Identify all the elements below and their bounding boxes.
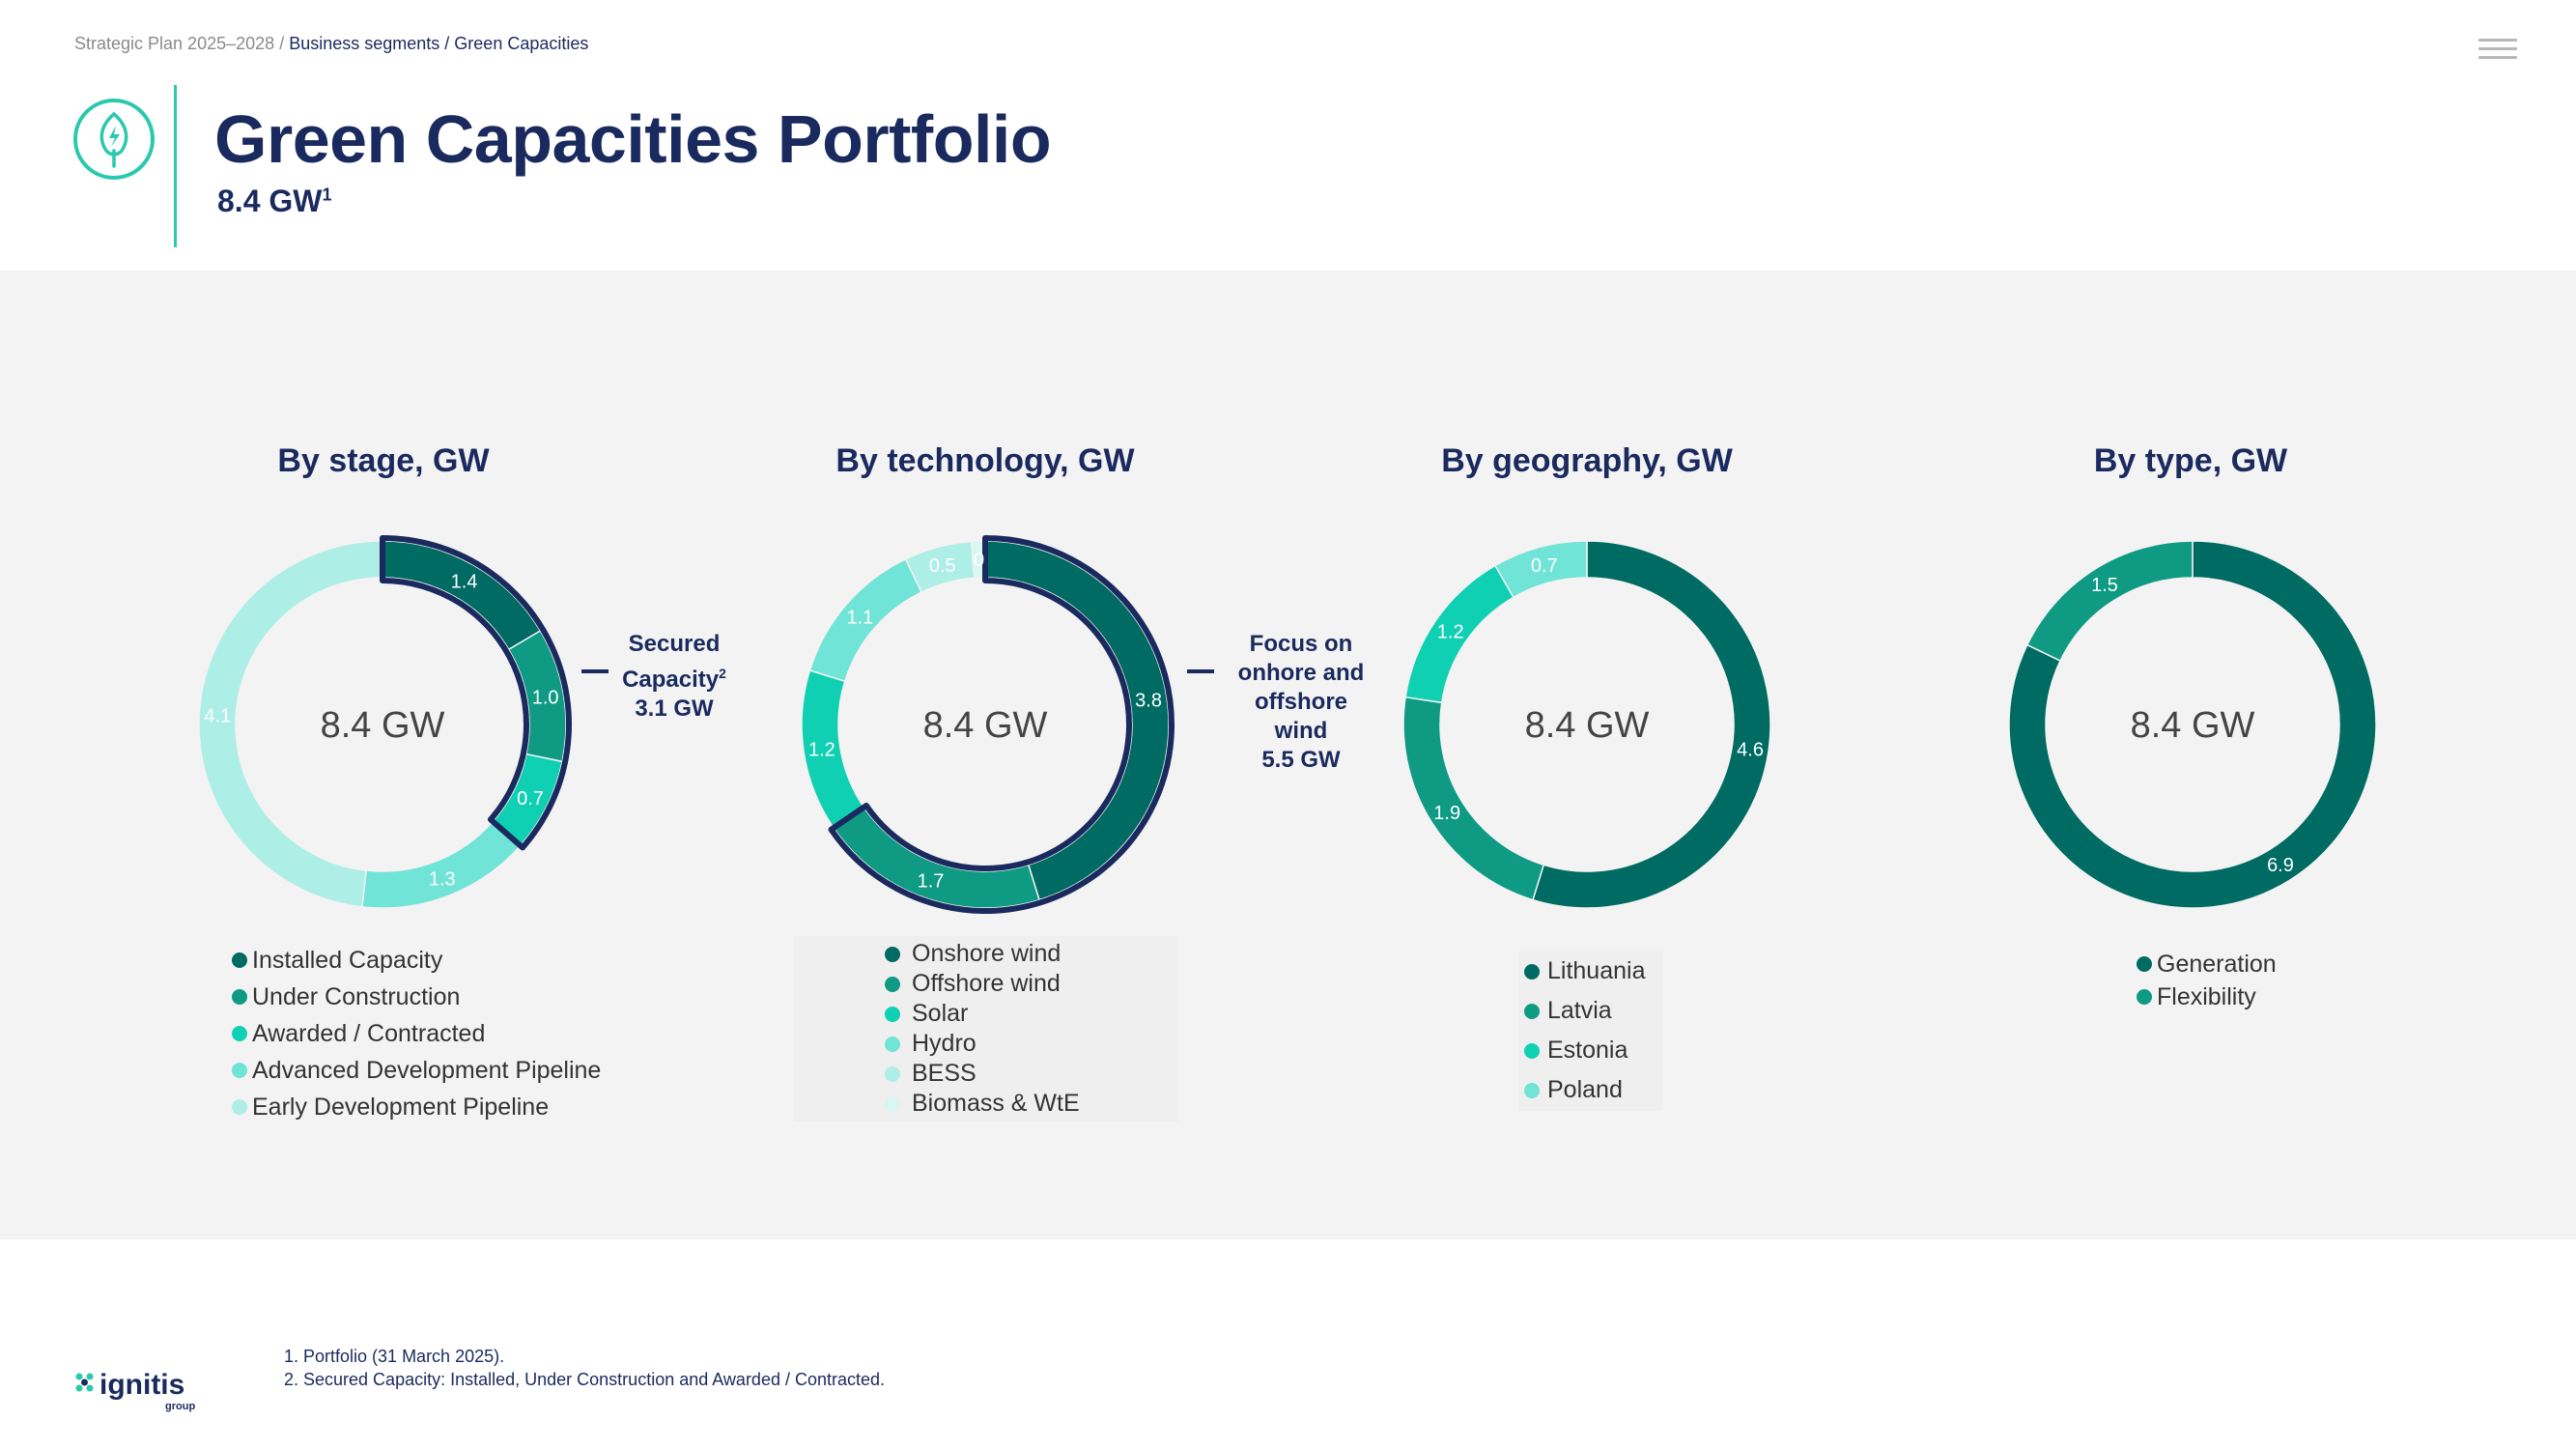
donut-slice-latvia[interactable] xyxy=(1402,696,1545,901)
legend-item: Solar xyxy=(885,999,1178,1029)
donut-center-label: 8.4 GW xyxy=(923,705,1048,746)
donut-slice-flexibility[interactable] xyxy=(2025,540,2194,663)
donut-slice-generation[interactable] xyxy=(2008,540,2377,909)
breadcrumb-root[interactable]: Strategic Plan 2025–2028 xyxy=(74,34,275,53)
legend-dot xyxy=(232,1099,247,1115)
footnotes: 1. Portfolio (31 March 2025). 2. Secured… xyxy=(284,1345,885,1391)
page-title: Green Capacities Portfolio xyxy=(214,101,1052,177)
donut-value-label: 1.2 xyxy=(1437,622,1464,643)
donut-center-label: 8.4 GW xyxy=(2131,705,2255,746)
legend-item: Awarded / Contracted xyxy=(232,1015,601,1052)
donut-slice-early-pipeline[interactable] xyxy=(198,540,383,908)
legend-item: Onshore wind xyxy=(885,939,1178,969)
callout-secured-capacity: Secured Capacity2 3.1 GW xyxy=(622,631,726,722)
donut-value-label: 4.1 xyxy=(204,706,231,727)
legend-item: Early Development Pipeline xyxy=(232,1089,601,1125)
highlight-outline xyxy=(828,535,1175,914)
donut-chart-0: 1.4 1.0 0.7 1.3 4.1 8.4 GW xyxy=(198,535,572,909)
legend-type: Generation Flexibility xyxy=(2137,948,2277,1013)
legend-item: Estonia xyxy=(1524,1031,1663,1070)
ignitis-group-logo[interactable]: ignitis group xyxy=(73,1365,209,1413)
highlight-outline xyxy=(380,535,572,851)
donut-value-label: 6.9 xyxy=(2267,855,2294,876)
donut-value-label: 0 xyxy=(974,550,984,571)
donut-slice-lithuania[interactable] xyxy=(1532,540,1771,909)
breadcrumb-separator: / xyxy=(279,34,285,53)
legend-geography: Lithuania Latvia Estonia Poland xyxy=(1518,952,1663,1111)
legend-dot xyxy=(1524,1082,1540,1098)
footnote-ref-1[interactable]: 1 xyxy=(322,185,332,205)
donut-chart-1: 3.8 1.7 1.2 1.1 0.5 0 8.4 GW xyxy=(801,535,1175,914)
legend-item: Advanced Development Pipeline xyxy=(232,1052,601,1089)
legend-dot xyxy=(2137,956,2152,972)
legend-dot xyxy=(1524,1042,1540,1059)
legend-item: Under Construction xyxy=(232,979,601,1015)
donut-value-label: 1.2 xyxy=(808,739,835,760)
donut-value-label: 3.8 xyxy=(1135,691,1162,712)
logo-subword: group xyxy=(165,1401,195,1412)
donut-slice-poland[interactable] xyxy=(1493,540,1588,599)
legend-item: BESS xyxy=(885,1059,1178,1089)
footnote-2: 2. Secured Capacity: Installed, Under Co… xyxy=(284,1370,886,1389)
legend-dot xyxy=(232,1063,247,1078)
legend-dot xyxy=(2137,989,2152,1005)
donut-chart-2: 4.6 1.9 1.2 0.7 8.4 GW xyxy=(1402,540,1771,909)
legend-dot xyxy=(232,1026,247,1041)
chart-title-type: By type, GW xyxy=(2093,442,2288,479)
legend-item: Flexibility xyxy=(2137,980,2277,1013)
donut-value-label: 0.7 xyxy=(1531,555,1558,577)
legend-dot xyxy=(885,946,900,962)
legend-dot xyxy=(232,989,247,1005)
legend-item: Installed Capacity xyxy=(232,942,601,979)
legend-item: Generation xyxy=(2137,948,2277,980)
legend-item: Latvia xyxy=(1524,991,1663,1031)
charts-panel xyxy=(0,270,2576,1239)
legend-dot xyxy=(1524,963,1540,980)
donut-value-label: 1.0 xyxy=(532,688,559,709)
legend-item: Poland xyxy=(1524,1070,1663,1110)
donut-slice-advanced-pipeline[interactable] xyxy=(361,820,522,909)
donut-value-label: 1.5 xyxy=(2091,575,2118,596)
legend-item: Biomass & WtE xyxy=(885,1089,1178,1119)
leaf-energy-icon xyxy=(73,99,155,180)
donut-center-label: 8.4 GW xyxy=(1525,705,1650,746)
logo-wordmark: ignitis xyxy=(99,1369,184,1401)
subtitle-value: 8.4 GW xyxy=(217,184,323,218)
donut-value-label: 0.7 xyxy=(517,788,544,810)
callout-wind-focus: Focus on onhore and offshore wind 5.5 GW xyxy=(1237,631,1365,773)
donut-value-label: 1.9 xyxy=(1433,803,1460,824)
callout-dash-secured xyxy=(581,669,609,673)
callout-dash-wind xyxy=(1187,669,1214,673)
donut-value-label: 0.5 xyxy=(929,555,956,577)
breadcrumb: Strategic Plan 2025–2028 / Business segm… xyxy=(74,34,588,54)
chart-title-technology: By technology, GW xyxy=(835,442,1135,479)
legend-dot xyxy=(885,1065,900,1082)
legend-dot xyxy=(885,1006,900,1022)
chart-title-stage: By stage, GW xyxy=(277,442,490,479)
hamburger-menu-icon[interactable] xyxy=(2478,39,2517,62)
page-subtitle: 8.4 GW1 xyxy=(217,184,331,219)
legend-dot xyxy=(885,1036,900,1052)
title-divider xyxy=(174,85,177,247)
legend-item: Lithuania xyxy=(1524,952,1663,991)
legend-stage: Installed Capacity Under Construction Aw… xyxy=(232,942,601,1125)
donut-value-label: 4.6 xyxy=(1737,739,1764,760)
legend-item: Hydro xyxy=(885,1029,1178,1059)
breadcrumb-current[interactable]: Business segments / Green Capacities xyxy=(289,34,589,53)
legend-dot xyxy=(885,1095,900,1112)
legend-technology: Onshore wind Offshore wind Solar Hydro B… xyxy=(794,936,1178,1122)
legend-dot xyxy=(885,976,900,992)
donut-value-label: 1.3 xyxy=(429,868,456,890)
legend-dot xyxy=(232,952,247,968)
donut-value-label: 1.7 xyxy=(918,870,945,892)
chart-title-geography: By geography, GW xyxy=(1441,442,1733,479)
legend-dot xyxy=(1524,1003,1540,1019)
legend-item: Offshore wind xyxy=(885,969,1178,999)
donut-value-label: 1.1 xyxy=(846,607,873,628)
donut-center-label: 8.4 GW xyxy=(321,705,445,746)
donut-chart-3: 6.9 1.5 8.4 GW xyxy=(2008,540,2377,909)
footnote-1: 1. Portfolio (31 March 2025). xyxy=(284,1347,505,1366)
donut-value-label: 1.4 xyxy=(451,571,478,592)
